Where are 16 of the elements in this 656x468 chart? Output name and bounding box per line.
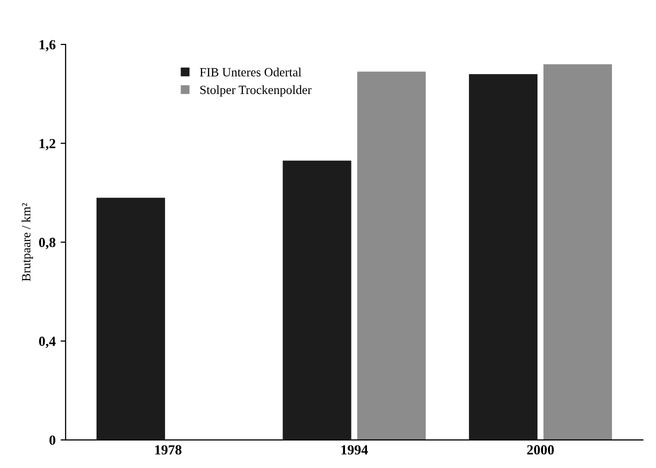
x-tick-label: 1978 xyxy=(155,445,182,455)
bar xyxy=(357,72,426,440)
y-tick-label: 0,4 xyxy=(39,336,56,348)
legend-label: FIB Unteres Odertal xyxy=(200,68,302,76)
bar xyxy=(282,160,352,440)
x-tick-label: 1994 xyxy=(341,445,368,455)
bar xyxy=(468,74,538,440)
y-tick-label: 0,8 xyxy=(39,238,56,250)
bar xyxy=(96,198,166,440)
y-axis-title: Brutpaare / km² xyxy=(22,203,33,282)
legend-label: Stolper Trockenpolder xyxy=(200,85,312,97)
y-tick-label: 1,6 xyxy=(40,40,56,52)
x-tick-label: 2000 xyxy=(527,445,554,455)
y-tick-label: 0 xyxy=(49,436,56,445)
y-tick-label: 1,2 xyxy=(40,138,56,150)
bar xyxy=(543,64,612,440)
